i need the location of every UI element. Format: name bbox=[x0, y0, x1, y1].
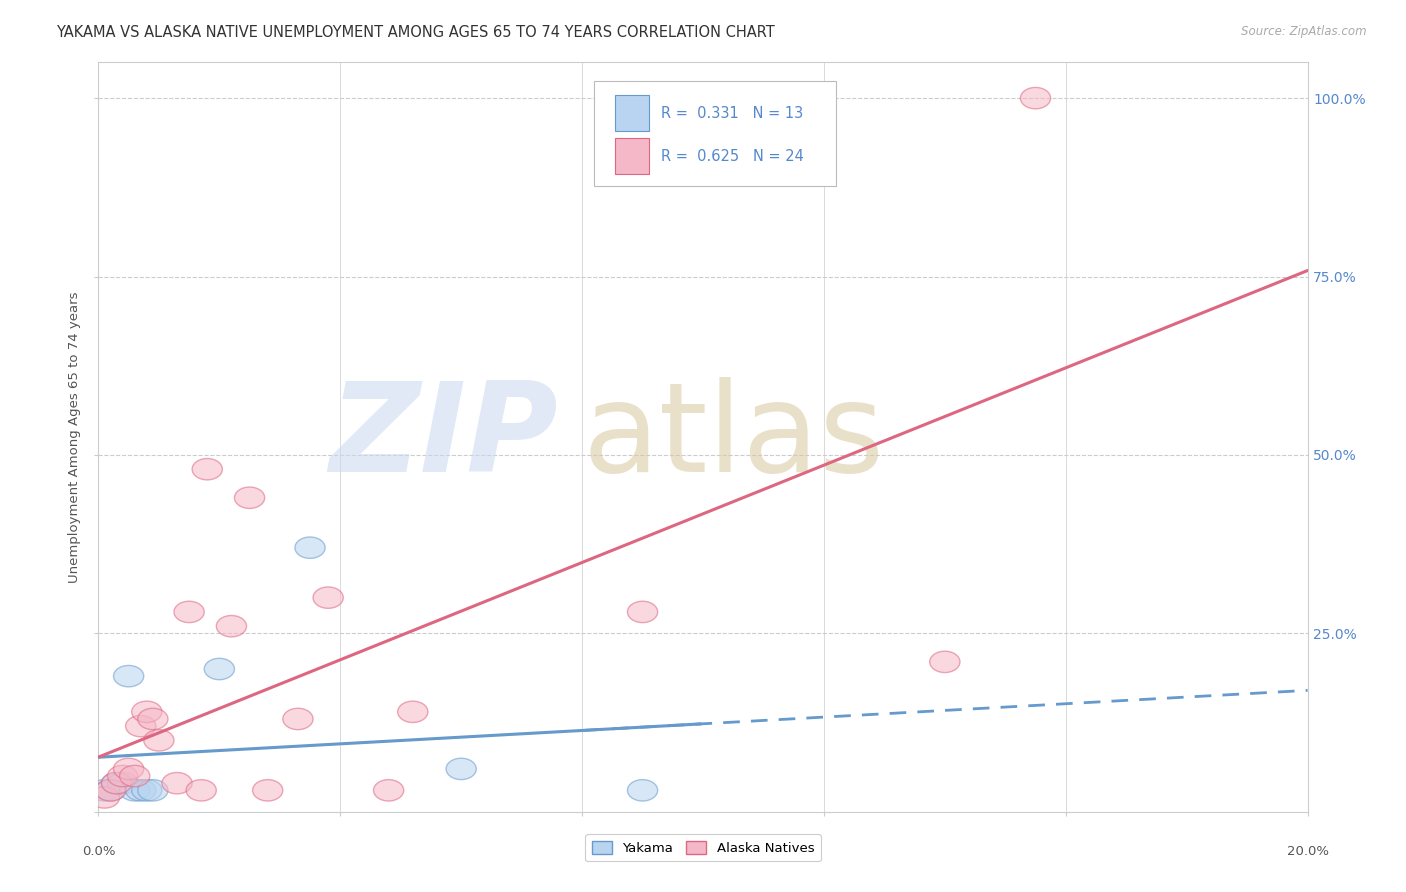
Ellipse shape bbox=[138, 780, 167, 801]
Ellipse shape bbox=[929, 651, 960, 673]
Ellipse shape bbox=[101, 772, 132, 794]
Ellipse shape bbox=[446, 758, 477, 780]
Ellipse shape bbox=[174, 601, 204, 623]
Ellipse shape bbox=[101, 772, 132, 794]
Ellipse shape bbox=[125, 715, 156, 737]
Ellipse shape bbox=[90, 780, 120, 801]
Y-axis label: Unemployment Among Ages 65 to 74 years: Unemployment Among Ages 65 to 74 years bbox=[67, 292, 82, 582]
Text: ZIP: ZIP bbox=[329, 376, 558, 498]
Ellipse shape bbox=[295, 537, 325, 558]
Ellipse shape bbox=[193, 458, 222, 480]
Ellipse shape bbox=[186, 780, 217, 801]
Ellipse shape bbox=[138, 708, 167, 730]
Text: Source: ZipAtlas.com: Source: ZipAtlas.com bbox=[1241, 25, 1367, 38]
Ellipse shape bbox=[107, 772, 138, 794]
Ellipse shape bbox=[235, 487, 264, 508]
Ellipse shape bbox=[143, 730, 174, 751]
Ellipse shape bbox=[627, 601, 658, 623]
Text: 0.0%: 0.0% bbox=[82, 846, 115, 858]
Ellipse shape bbox=[96, 780, 125, 801]
Ellipse shape bbox=[398, 701, 427, 723]
Ellipse shape bbox=[627, 780, 658, 801]
Ellipse shape bbox=[204, 658, 235, 680]
Ellipse shape bbox=[96, 780, 125, 801]
FancyBboxPatch shape bbox=[595, 81, 837, 186]
FancyBboxPatch shape bbox=[614, 138, 648, 174]
Ellipse shape bbox=[374, 780, 404, 801]
FancyBboxPatch shape bbox=[614, 95, 648, 131]
Ellipse shape bbox=[162, 772, 193, 794]
Ellipse shape bbox=[253, 780, 283, 801]
Ellipse shape bbox=[217, 615, 246, 637]
Ellipse shape bbox=[132, 780, 162, 801]
Ellipse shape bbox=[107, 765, 138, 787]
Text: YAKAMA VS ALASKA NATIVE UNEMPLOYMENT AMONG AGES 65 TO 74 YEARS CORRELATION CHART: YAKAMA VS ALASKA NATIVE UNEMPLOYMENT AMO… bbox=[56, 25, 775, 40]
Ellipse shape bbox=[90, 787, 120, 808]
Ellipse shape bbox=[314, 587, 343, 608]
Ellipse shape bbox=[283, 708, 314, 730]
Ellipse shape bbox=[120, 765, 150, 787]
Text: R =  0.625   N = 24: R = 0.625 N = 24 bbox=[661, 149, 804, 163]
Ellipse shape bbox=[125, 780, 156, 801]
Ellipse shape bbox=[132, 701, 162, 723]
Ellipse shape bbox=[114, 665, 143, 687]
Ellipse shape bbox=[1021, 87, 1050, 109]
Text: 20.0%: 20.0% bbox=[1286, 846, 1329, 858]
Ellipse shape bbox=[114, 758, 143, 780]
Text: atlas: atlas bbox=[582, 376, 884, 498]
Legend: Yakama, Alaska Natives: Yakama, Alaska Natives bbox=[585, 834, 821, 862]
Text: R =  0.331   N = 13: R = 0.331 N = 13 bbox=[661, 106, 803, 121]
Ellipse shape bbox=[120, 780, 150, 801]
